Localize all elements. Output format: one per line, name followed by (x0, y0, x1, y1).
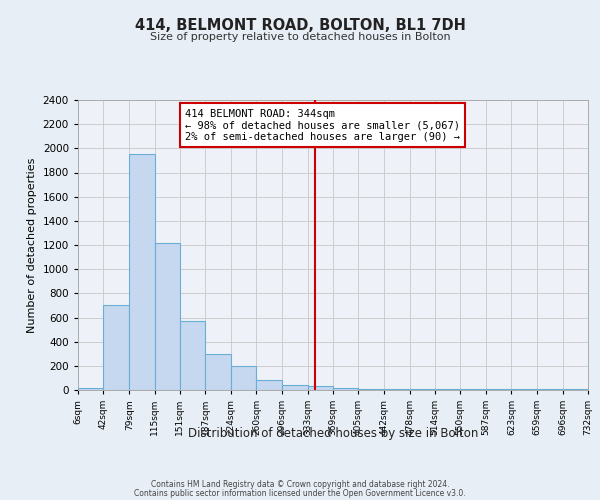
Text: Distribution of detached houses by size in Bolton: Distribution of detached houses by size … (188, 428, 478, 440)
Bar (180, 320, 205, 390)
Bar (333, 388, 358, 390)
Y-axis label: Number of detached properties: Number of detached properties (27, 158, 37, 332)
Text: Contains public sector information licensed under the Open Government Licence v3: Contains public sector information licen… (134, 489, 466, 498)
Bar (155, 242, 180, 390)
Bar (129, 154, 155, 390)
Text: Size of property relative to detached houses in Bolton: Size of property relative to detached ho… (149, 32, 451, 42)
Bar (256, 380, 282, 390)
Text: Contains HM Land Registry data © Crown copyright and database right 2024.: Contains HM Land Registry data © Crown c… (151, 480, 449, 489)
Bar (282, 384, 308, 390)
Bar (103, 306, 129, 390)
Bar (78, 388, 103, 390)
Bar (308, 386, 333, 390)
Text: 414 BELMONT ROAD: 344sqm
← 98% of detached houses are smaller (5,067)
2% of semi: 414 BELMONT ROAD: 344sqm ← 98% of detach… (185, 108, 460, 142)
Text: 414, BELMONT ROAD, BOLTON, BL1 7DH: 414, BELMONT ROAD, BOLTON, BL1 7DH (134, 18, 466, 32)
Bar (231, 366, 256, 390)
Bar (205, 354, 231, 390)
